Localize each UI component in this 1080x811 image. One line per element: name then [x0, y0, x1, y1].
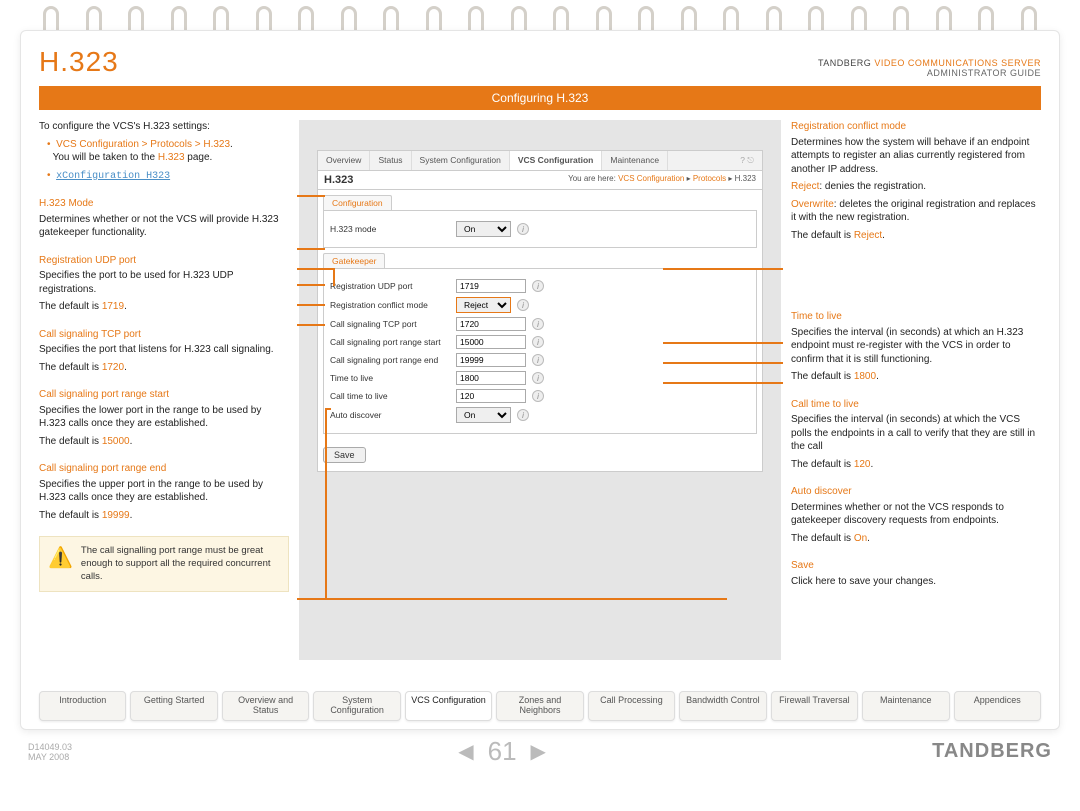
content: To configure the VCS's H.323 settings: •…	[39, 110, 1041, 660]
spiral-binding	[0, 0, 1080, 30]
tcp-port-body: Specifies the port that listens for H.32…	[39, 343, 289, 357]
screenshot-area: Overview Status System Configuration VCS…	[299, 120, 781, 660]
nav-tab[interactable]: Getting Started	[130, 691, 217, 721]
auto-body: Determines whether or not the VCS respon…	[791, 501, 1041, 528]
info-icon[interactable]: i	[532, 280, 544, 292]
ttl-title: Time to live	[791, 310, 1041, 324]
auto-title: Auto discover	[791, 485, 1041, 499]
gatekeeper-tab[interactable]: Gatekeeper	[323, 253, 385, 268]
tcp-port-title: Call signaling TCP port	[39, 328, 289, 342]
info-icon[interactable]: i	[517, 409, 529, 421]
intro-text: To configure the VCS's H.323 settings:	[39, 120, 289, 134]
ttl-input[interactable]	[456, 371, 526, 385]
nav-tab[interactable]: Maintenance	[862, 691, 949, 721]
left-column: To configure the VCS's H.323 settings: •…	[39, 120, 289, 660]
mode-label: H.323 mode	[330, 224, 450, 234]
udp-input[interactable]	[456, 279, 526, 293]
product-name: VIDEO COMMUNICATIONS SERVER	[874, 58, 1041, 68]
nav-tab[interactable]: Call Processing	[588, 691, 675, 721]
brand: TANDBERG	[818, 58, 871, 68]
mock-tab[interactable]: Maintenance	[602, 151, 668, 170]
range-start-body: Specifies the lower port in the range to…	[39, 404, 289, 431]
tcp-input[interactable]	[456, 317, 526, 331]
mock-tab[interactable]: Overview	[318, 151, 370, 170]
page-nav: ◀ 61 ▶	[458, 736, 546, 767]
next-page-icon[interactable]: ▶	[531, 739, 546, 764]
note-box: ⚠️ The call signalling port range must b…	[39, 536, 289, 592]
info-icon[interactable]: i	[532, 318, 544, 330]
mock-tab[interactable]: System Configuration	[412, 151, 510, 170]
help-icons[interactable]: ? ⎋	[732, 151, 762, 170]
info-icon[interactable]: i	[517, 299, 529, 311]
cttl-body: Specifies the interval (in seconds) at w…	[791, 413, 1041, 454]
range-start-title: Call signaling port range start	[39, 388, 289, 402]
udp-port-body: Specifies the port to be used for H.323 …	[39, 269, 289, 296]
doc-info: D14049.03 MAY 2008	[28, 742, 72, 762]
info-icon[interactable]: i	[532, 372, 544, 384]
mock-tabs: Overview Status System Configuration VCS…	[318, 151, 762, 171]
xconfiguration-link[interactable]: xConfiguration H323	[56, 171, 170, 182]
h323-mode-title: H.323 Mode	[39, 197, 289, 211]
info-icon[interactable]: i	[532, 336, 544, 348]
cttl-title: Call time to live	[791, 398, 1041, 412]
udp-port-title: Registration UDP port	[39, 254, 289, 268]
conflict-title: Registration conflict mode	[791, 120, 1041, 134]
page-title: H.323	[39, 46, 119, 78]
mock-tab[interactable]: VCS Configuration	[510, 151, 603, 170]
bottom-nav: Introduction Getting Started Overview an…	[39, 691, 1041, 721]
range-end-body: Specifies the upper port in the range to…	[39, 478, 289, 505]
configuration-tab[interactable]: Configuration	[323, 195, 392, 210]
nav-tab[interactable]: System Configuration	[313, 691, 400, 721]
header-right: TANDBERG VIDEO COMMUNICATIONS SERVER ADM…	[818, 58, 1041, 78]
config-mock: Overview Status System Configuration VCS…	[317, 150, 763, 472]
footer-logo: TANDBERG	[932, 740, 1052, 763]
prev-page-icon[interactable]: ◀	[458, 739, 473, 764]
nav-tab[interactable]: Appendices	[954, 691, 1041, 721]
warning-icon: ⚠️	[48, 545, 73, 572]
h323-mode-body: Determines whether or not the VCS will p…	[39, 213, 289, 240]
save-title: Save	[791, 559, 1041, 573]
cttl-input[interactable]	[456, 389, 526, 403]
info-icon[interactable]: i	[517, 223, 529, 235]
mock-tab[interactable]: Status	[370, 151, 411, 170]
nav-path: VCS Configuration > Protocols > H.323	[56, 139, 230, 150]
range-end-input[interactable]	[456, 353, 526, 367]
ttl-body: Specifies the interval (in seconds) at w…	[791, 326, 1041, 367]
nav-tab[interactable]: VCS Configuration	[405, 691, 492, 721]
info-icon[interactable]: i	[532, 354, 544, 366]
right-column: Registration conflict mode Determines ho…	[791, 120, 1041, 660]
page-footer: D14049.03 MAY 2008 ◀ 61 ▶ TANDBERG	[0, 730, 1080, 767]
breadcrumb: You are here: VCS Configuration ▸ Protoc…	[568, 174, 756, 186]
nav-tab[interactable]: Overview and Status	[222, 691, 309, 721]
nav-tab[interactable]: Zones and Neighbors	[496, 691, 583, 721]
nav-tab[interactable]: Introduction	[39, 691, 126, 721]
conflict-body: Determines how the system will behave if…	[791, 136, 1041, 177]
range-end-title: Call signaling port range end	[39, 462, 289, 476]
section-bar: Configuring H.323	[39, 86, 1041, 110]
save-button[interactable]: Save	[323, 447, 366, 463]
doc-type: ADMINISTRATOR GUIDE	[927, 68, 1041, 78]
page-number: 61	[488, 736, 517, 767]
nav-tab[interactable]: Bandwidth Control	[679, 691, 766, 721]
mock-title: H.323	[324, 174, 353, 186]
nav-tab[interactable]: Firewall Traversal	[771, 691, 858, 721]
info-icon[interactable]: i	[532, 390, 544, 402]
auto-select[interactable]: On	[456, 407, 511, 423]
mode-select[interactable]: On	[456, 221, 511, 237]
conflict-select[interactable]: Reject	[456, 297, 511, 313]
save-body: Click here to save your changes.	[791, 575, 1041, 589]
page: H.323 TANDBERG VIDEO COMMUNICATIONS SERV…	[20, 30, 1060, 730]
note-text: The call signalling port range must be g…	[81, 545, 280, 583]
range-start-input[interactable]	[456, 335, 526, 349]
page-header: H.323 TANDBERG VIDEO COMMUNICATIONS SERV…	[39, 46, 1041, 84]
